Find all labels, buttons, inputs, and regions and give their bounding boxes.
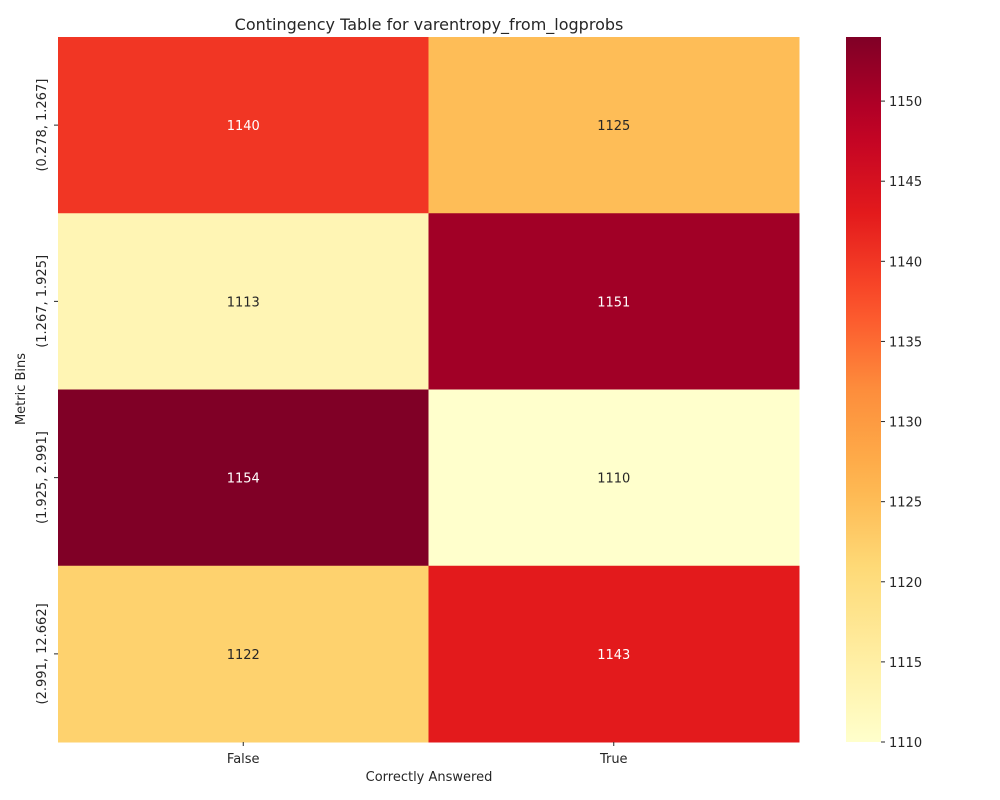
- heatmap-cell: [428, 389, 800, 567]
- colorbar-tick-label: 1120: [889, 576, 922, 591]
- colorbar-ticks: 1110 1115 1120 1125 1130 1135 1140 1145 1150: [881, 95, 922, 751]
- colorbar-tick-label: 1110: [889, 736, 922, 751]
- x-tick-label: False: [227, 752, 260, 767]
- chart-title: Contingency Table for varentropy_from_lo…: [235, 15, 624, 35]
- colorbar-tick-label: 1145: [889, 175, 922, 190]
- y-tick-label: (0.278, 1.267]: [35, 79, 50, 172]
- heatmap-cell: [58, 37, 429, 214]
- heatmap-cell: [58, 213, 429, 390]
- cell-value-label: 1125: [597, 119, 630, 134]
- colorbar-tick-label: 1150: [889, 95, 922, 110]
- colorbar-tick-label: 1115: [889, 656, 922, 671]
- heatmap-cell: [428, 565, 800, 743]
- heatmap-cell: [58, 389, 429, 567]
- heatmap-cells: 1140 1125 1113 1151 1154 1110 1122 1143: [58, 37, 800, 743]
- heatmap-cell: [428, 37, 800, 214]
- heatmap-cell: [428, 213, 800, 390]
- y-tick-label: (1.267, 1.925]: [35, 255, 50, 348]
- colorbar-tick-label: 1135: [889, 335, 922, 350]
- cell-value-label: 1110: [597, 472, 630, 487]
- y-tick-label: (2.991, 12.662]: [35, 603, 50, 704]
- colorbar-tick-label: 1130: [889, 416, 922, 431]
- colorbar-tick-label: 1125: [889, 496, 922, 511]
- colorbar: [846, 37, 881, 742]
- cell-value-label: 1151: [597, 295, 630, 310]
- heatmap-cell: [58, 565, 429, 743]
- y-tick-label: (1.925, 2.991]: [35, 431, 50, 524]
- y-axis-ticks: (0.278, 1.267] (1.267, 1.925] (1.925, 2.99…: [35, 79, 58, 704]
- colorbar-tick-label: 1140: [889, 255, 922, 270]
- cell-value-label: 1113: [227, 295, 260, 310]
- x-tick-label: True: [599, 752, 628, 767]
- y-axis-label: Metric Bins: [14, 353, 29, 425]
- cell-value-label: 1140: [227, 119, 260, 134]
- cell-value-label: 1122: [227, 648, 260, 663]
- cell-value-label: 1143: [597, 648, 630, 663]
- x-axis-label: Correctly Answered: [366, 770, 493, 785]
- x-axis-ticks: False True: [227, 742, 628, 767]
- cell-value-label: 1154: [227, 472, 260, 487]
